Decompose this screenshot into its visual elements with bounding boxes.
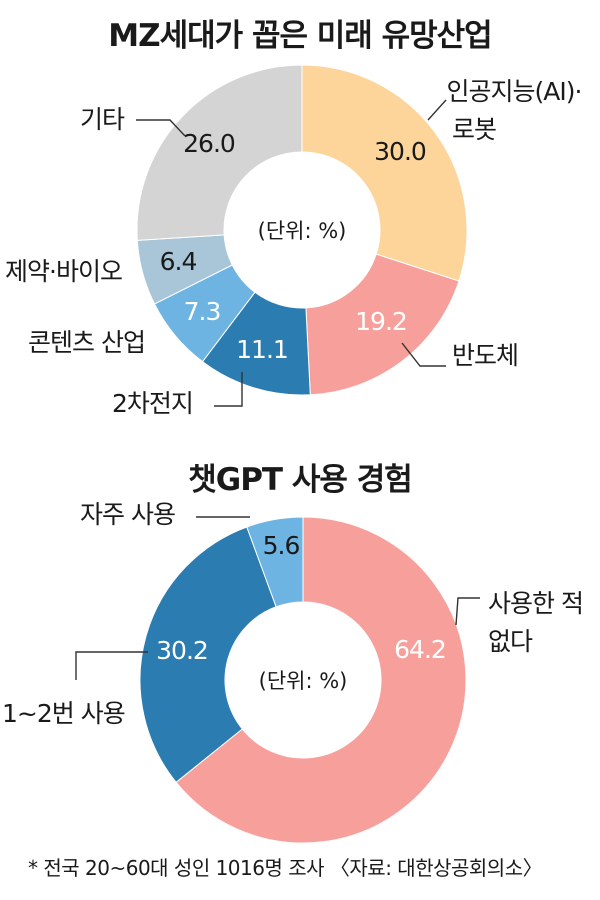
chart1-slice-0: [301, 64, 468, 282]
chart1-category-label-5: 기타: [80, 105, 125, 134]
footnote: * 전국 20~60대 성인 1016명 조사 〈자료: 대한상공회의소〉: [28, 856, 543, 880]
chart2-leader-1: [75, 651, 148, 680]
chart2-value-label-2: 5.6: [263, 531, 300, 560]
chart1-category-label-1: 반도체: [452, 341, 518, 370]
chart1-value-label-5: 26.0: [183, 129, 235, 158]
chart1-slice-1: [305, 253, 460, 396]
chart1-category-label-4: 제약·바이오: [5, 257, 122, 286]
chart1-title: MZ세대가 꼽은 미래 유망산업: [108, 18, 492, 54]
chart2-slice-0: [175, 516, 467, 844]
chart2-category-label-0: 사용한 적 없다: [488, 589, 583, 656]
chart1-category-label-0: 인공지능(AI)· 로봇: [447, 77, 582, 144]
chart2-slice-2: [246, 516, 304, 608]
chart1-value-label-4: 6.4: [160, 247, 197, 276]
chart1-value-label-2: 11.1: [236, 335, 288, 364]
chart1-slice-5: [136, 64, 303, 241]
chart2-slice-1: [139, 526, 277, 784]
chart2-value-label-1: 30.2: [156, 636, 208, 665]
chart1-value-label-1: 19.2: [355, 307, 407, 336]
chart2-leader-0: [455, 597, 480, 626]
chart2-title: 챗GPT 사용 경험: [188, 462, 413, 498]
chart2-category-label-2: 자주 사용: [80, 500, 175, 529]
chart1-value-label-0: 30.0: [374, 137, 426, 166]
chart2-value-label-0: 64.2: [394, 635, 446, 664]
chart1-category-label-2: 2차전지: [112, 389, 193, 418]
chart1-leader-5: [136, 119, 186, 137]
chart2-category-label-1: 1~2번 사용: [2, 699, 125, 728]
chart1-value-label-3: 7.3: [184, 297, 221, 326]
chart1-leader-1: [401, 342, 446, 367]
chart1-leader-0: [427, 99, 447, 121]
chart1-category-label-3: 콘텐츠 산업: [28, 328, 145, 357]
chart1-center-label: (단위: %): [258, 219, 347, 243]
chart1-leader-2: [214, 372, 243, 407]
chart2-center-label: (단위: %): [259, 669, 348, 693]
